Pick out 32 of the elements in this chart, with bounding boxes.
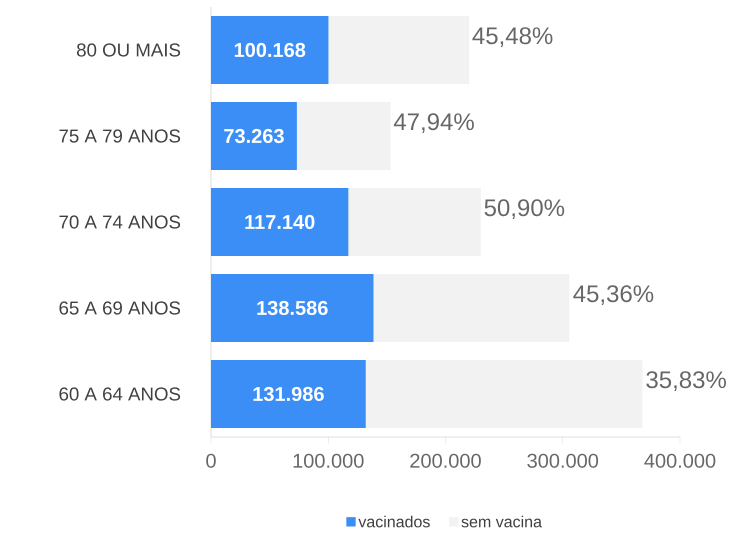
data-label: 117.140: [245, 214, 314, 230]
bar: [211, 274, 374, 342]
x-tick-label: 400.000: [644, 454, 716, 468]
bar: [211, 360, 366, 428]
data-label: 73.263: [224, 128, 284, 144]
bar: [348, 188, 481, 256]
bar: [328, 16, 470, 84]
x-tick-label: 100.000: [294, 454, 364, 468]
annotation: 50,90%: [484, 199, 564, 220]
x-tick-label: 200.000: [410, 454, 481, 468]
data-label: 138.586: [257, 300, 328, 316]
data-label: 131.986: [253, 386, 324, 402]
y-tick-label: 80 OU MAIS: [77, 43, 180, 57]
y-tick-label: 65 A 69 ANOS: [59, 301, 180, 315]
bar: [211, 16, 328, 84]
bar: [373, 274, 570, 342]
annotation: 45,36%: [573, 285, 654, 306]
y-tick-label: 70 A 74 ANOS: [59, 215, 180, 229]
bar: [366, 360, 642, 428]
y-tick-label: 60 A 64 ANOS: [59, 387, 180, 401]
annotation: 47,94%: [394, 113, 474, 134]
data-label: 100.168: [234, 42, 306, 58]
annotation: 45,48%: [472, 27, 552, 48]
legend-label: sem vacina: [462, 516, 542, 528]
annotation: 35,83%: [646, 371, 726, 392]
bar: [211, 102, 297, 170]
bar: [296, 102, 391, 170]
x-tick-label: 300.000: [527, 454, 598, 468]
legend-label: vacinados: [358, 516, 430, 528]
bar: [211, 188, 348, 256]
y-tick-label: 75 A 79 ANOS: [59, 129, 180, 143]
x-tick-label: 0: [206, 454, 216, 468]
